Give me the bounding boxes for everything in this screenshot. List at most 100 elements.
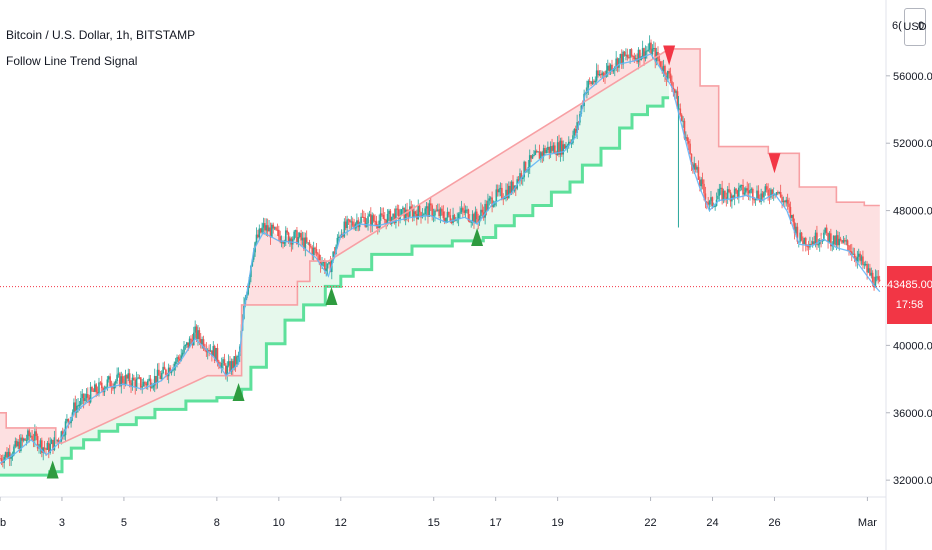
candle-body [259,228,262,233]
candle-body [89,387,92,403]
candle-body [666,71,669,80]
candle-body [586,87,588,94]
x-axis: eb 3 5 8 10 12 15 17 19 22 24 26 Mar [0,497,877,529]
candle-body [563,144,566,149]
candle-body [257,234,259,238]
candle-body [457,213,460,220]
candle-body [784,200,786,203]
candle-body [91,387,93,391]
candle-body [326,263,329,269]
candle-body [297,237,300,245]
candle-body [374,220,376,222]
y-tick-label: 48000.00 [893,206,932,218]
candle-body [824,227,827,233]
candle-body [778,192,781,194]
candle-body [184,344,187,347]
candle-body [761,193,764,198]
candle-body [598,73,601,76]
candle-body [627,57,630,59]
candle-body [659,61,662,68]
candle-body [420,212,422,218]
candle-body [668,71,670,74]
candle-body [567,141,570,146]
candle-body [378,220,380,228]
candle-body [506,189,509,198]
candle-body [165,369,167,375]
candle-body [32,439,35,441]
candle-body [198,330,201,340]
candle-body [234,356,237,365]
candle-body [533,155,535,157]
candle-body [107,376,110,380]
candle-body [160,373,163,379]
candle-body [181,352,184,356]
candle-body [24,438,26,441]
indicator-title[interactable]: Follow Line Trend Signal [6,54,138,68]
candle-body [495,189,498,202]
candle-body [753,199,755,201]
currency-selector[interactable]: USD [903,8,927,46]
candle-body [213,346,216,361]
candle-body [390,216,393,224]
candle-body [874,276,877,288]
y-tick-label: 52000.00 [893,138,932,150]
candle-body [439,208,442,217]
candle-body [195,326,198,340]
candle-body [804,237,807,246]
candle-body [43,447,46,449]
candle-body [271,224,273,238]
candle-body [616,58,619,68]
candle-body [848,245,850,251]
candle-body [551,146,553,151]
candle-body [321,263,323,266]
candle-body [675,91,677,93]
candle-body [814,232,817,245]
buy-signal-arrow [325,286,338,305]
candle-body [130,383,132,387]
x-tick-label: 26 [768,517,780,529]
candle-body [756,190,758,199]
candle-body [80,398,82,405]
candle-body [119,373,121,387]
candle-body [333,251,336,255]
candle-body [542,148,545,156]
candle-body [611,64,613,72]
candle-body [685,137,687,139]
candle-body [418,205,421,213]
candle-body [517,179,520,182]
candle-body [351,221,354,226]
candle-body [767,189,769,196]
candle-body [183,346,185,353]
candle-body [0,458,3,462]
candle-body [424,208,426,215]
candle-body [489,197,492,199]
candle-body [827,232,829,242]
candle-body [732,195,735,199]
candle-body [229,361,231,372]
candle-body [622,51,624,65]
candle-body [789,206,792,218]
candle-body [679,108,682,115]
candle-body [237,355,240,357]
candle-body [438,209,440,217]
candle-body [771,189,774,196]
candle-body [422,214,425,216]
candle-body [473,214,475,223]
symbol-title[interactable]: Bitcoin / U.S. Dollar, 1h, BITSTAMP [6,28,196,42]
candle-body [460,208,463,213]
candle-body [654,47,657,62]
candle-body [612,69,615,72]
candle-body [45,448,47,450]
candle-body [811,241,814,245]
candle-body [747,190,750,194]
candle-body [301,237,304,241]
candle-body [434,210,436,216]
candle-body [174,361,177,364]
candle-body [255,234,258,243]
candle-body [131,377,134,387]
candle-body [786,199,789,204]
candle-body [508,185,510,198]
candle-body [738,187,740,198]
candle-body [855,258,857,262]
